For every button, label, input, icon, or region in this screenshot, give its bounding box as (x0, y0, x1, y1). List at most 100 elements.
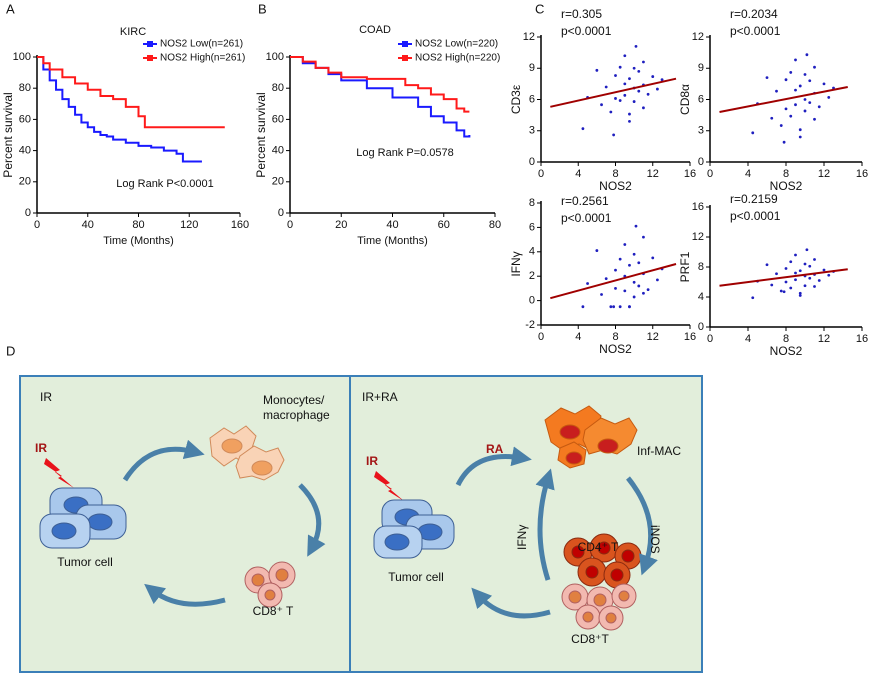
y-tick-label: 0 (529, 295, 535, 307)
point (817, 105, 821, 109)
point (784, 107, 788, 111)
point (770, 116, 774, 120)
point (632, 252, 636, 256)
macrophages (209, 425, 285, 481)
point (581, 305, 585, 309)
y-tick-label: 20 (19, 176, 31, 188)
point (789, 114, 793, 118)
point (813, 285, 816, 288)
point (798, 84, 802, 88)
x-tick-label: 12 (647, 168, 659, 180)
point (805, 248, 809, 252)
x-tick-label: 8 (783, 333, 789, 345)
survival-curve (290, 56, 470, 113)
point (651, 256, 655, 260)
x-tick-label: 12 (818, 168, 830, 180)
x-tick-label: 80 (489, 219, 501, 231)
point (609, 110, 613, 114)
point (813, 258, 816, 261)
point (803, 98, 807, 101)
legend-label: NOS2 Low(n=261) (160, 39, 243, 50)
point (789, 71, 793, 74)
annotation: p<0.0001 (561, 211, 612, 225)
y-tick-label: 3 (529, 125, 535, 137)
x-tick-label: 12 (818, 333, 830, 345)
point (632, 280, 636, 284)
point (789, 260, 793, 264)
point (822, 82, 826, 86)
point (623, 93, 627, 97)
cell-label: Monocytes/ (263, 393, 325, 407)
point (637, 284, 641, 288)
point (798, 294, 802, 297)
point (637, 261, 641, 265)
x-tick-label: 0 (34, 219, 40, 231)
point (794, 88, 797, 92)
x-tick-label: 16 (684, 331, 696, 343)
stimulus: IR (366, 454, 378, 468)
cell-label: CD8⁺ T (253, 604, 294, 618)
y-tick-label: 12 (692, 31, 704, 43)
annotation: p<0.0001 (730, 24, 781, 38)
lightning (44, 458, 74, 488)
x-tick-label: 20 (335, 219, 347, 231)
survival-curve (37, 56, 202, 163)
point (586, 282, 589, 285)
tumor-cells (39, 487, 127, 549)
point (618, 305, 622, 309)
point (751, 131, 755, 135)
arrow (626, 476, 658, 576)
panel-label: B (258, 1, 267, 16)
point (751, 296, 755, 300)
point (798, 291, 802, 295)
y-tick-label: 2 (529, 270, 535, 282)
point (794, 58, 797, 62)
x-tick-label: 4 (575, 168, 581, 180)
point (646, 92, 650, 96)
pathway-label: iNOS (648, 525, 662, 554)
point (813, 65, 816, 69)
point (798, 128, 802, 132)
y-tick-label: 8 (698, 261, 704, 273)
x-tick-label: 0 (707, 333, 713, 345)
box-title: IR+RA (362, 390, 398, 404)
fit-line (719, 268, 848, 287)
arrow (144, 583, 226, 607)
y-tick-label: 80 (272, 82, 284, 94)
point (642, 291, 645, 295)
point (618, 257, 622, 261)
cell-label: CD8⁺T (571, 632, 609, 646)
annotation: r=0.2561 (561, 194, 609, 208)
legend-marker (402, 41, 408, 47)
x-tick-label: 16 (684, 168, 696, 180)
panel-label: D (6, 343, 15, 358)
point (803, 109, 807, 113)
x-tick-label: 40 (82, 219, 94, 231)
arrow (298, 483, 326, 557)
point (618, 65, 622, 69)
lightning (374, 471, 404, 501)
point (794, 253, 797, 257)
x-tick-label: 8 (612, 168, 618, 180)
point (618, 99, 622, 102)
point (808, 101, 812, 105)
point (581, 127, 585, 131)
x-tick-label: 80 (132, 219, 144, 231)
point (614, 74, 617, 77)
y-tick-label: 40 (272, 145, 284, 157)
point (637, 89, 641, 93)
pathway-label: IFNγ (515, 525, 529, 550)
point (612, 305, 616, 309)
point (784, 267, 788, 270)
point (623, 289, 627, 293)
point (632, 100, 636, 103)
legend-marker (402, 55, 408, 61)
x-tick-label: 16 (856, 333, 868, 345)
annotation: Log Rank P<0.0001 (116, 178, 214, 190)
panel-label: C (535, 1, 544, 16)
point (612, 133, 616, 137)
point (779, 289, 783, 293)
point (595, 249, 599, 252)
point (798, 135, 802, 139)
arrow (122, 439, 205, 482)
